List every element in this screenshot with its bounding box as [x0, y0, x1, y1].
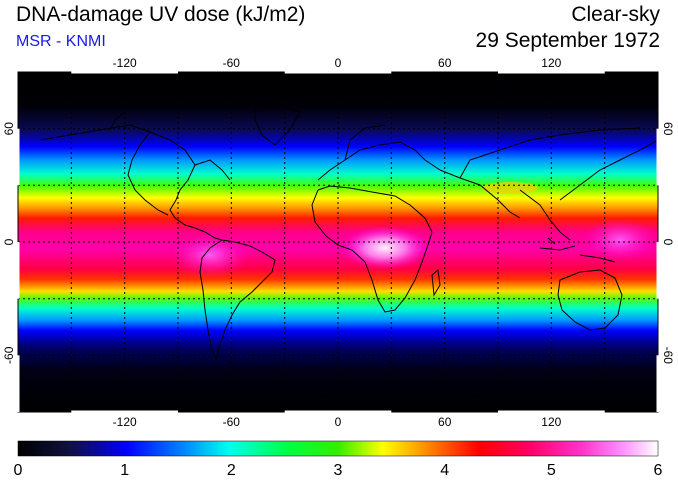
lon-tick-top-5: 120 — [541, 56, 561, 70]
arabia-patch — [482, 182, 538, 194]
lon-tick-top-2: -60 — [223, 56, 241, 70]
africa-hotspot — [340, 226, 430, 270]
antarctica-coast — [18, 389, 658, 399]
lon-tick-top-4: 60 — [438, 56, 452, 70]
colorbar-tick-1: 1 — [120, 462, 129, 479]
greenland-coast — [254, 104, 301, 146]
colorbar-tick-6: 6 — [654, 462, 663, 479]
sky-condition-label: Clear-sky — [571, 3, 660, 26]
lat-tick-right-1: 60 — [661, 122, 675, 136]
lon-tick-top-1: -120 — [113, 56, 137, 70]
uv-field — [18, 72, 658, 412]
colorbar-tick-2: 2 — [227, 462, 236, 479]
south-america-coast — [199, 239, 276, 362]
lon-tick-bottom-3: 0 — [335, 415, 342, 429]
map-title: DNA-damage UV dose (kJ/m2) — [16, 3, 306, 26]
madagascar-coast — [431, 269, 441, 297]
colorbar — [17, 440, 659, 457]
lon-tick-bottom-1: -120 — [113, 415, 137, 429]
islands-coast — [539, 237, 616, 263]
lat-tick-right-3: -60 — [661, 347, 675, 365]
lat-tick-left-2: 0 — [2, 238, 16, 245]
colorbar-tick-5: 5 — [547, 462, 556, 479]
colorbar-tick-4: 4 — [440, 462, 449, 479]
asia-coast — [439, 127, 658, 241]
colorbar-tick-3: 3 — [334, 462, 343, 479]
source-credit: MSR - KNMI — [16, 33, 106, 50]
lon-tick-bottom-5: 120 — [541, 415, 561, 429]
lon-tick-bottom-2: -60 — [223, 415, 241, 429]
australia-coast — [557, 269, 623, 331]
south-america-hotspot — [170, 233, 250, 277]
europe-coast — [317, 124, 441, 181]
lat-tick-right-2: 0 — [661, 239, 675, 246]
lon-tick-bottom-4: 60 — [438, 415, 452, 429]
frame-ticks — [17, 71, 659, 413]
lat-tick-left-1: 60 — [2, 122, 16, 136]
graticule — [18, 72, 658, 412]
pacific-hotspot — [582, 218, 658, 262]
lat-tick-left-3: -60 — [2, 346, 16, 364]
lon-tick-top-3: 0 — [335, 56, 342, 70]
colorbar-tick-0: 0 — [14, 462, 23, 479]
date-label: 29 September 1972 — [475, 29, 660, 52]
